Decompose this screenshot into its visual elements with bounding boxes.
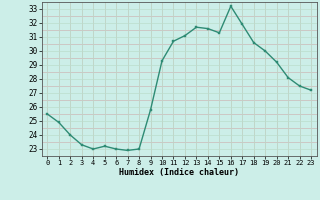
X-axis label: Humidex (Indice chaleur): Humidex (Indice chaleur) <box>119 168 239 177</box>
